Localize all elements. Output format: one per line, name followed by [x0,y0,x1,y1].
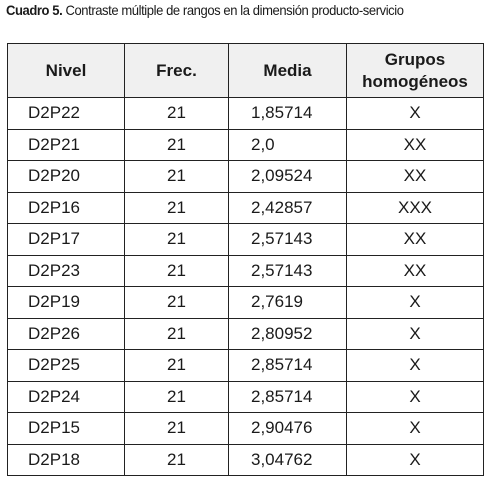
cell-media: 1,85714 [228,97,347,130]
header-row: Nivel Frec. Media Grupos homogéneos [7,43,484,98]
cell-frec: 21 [124,97,229,130]
table-row: D2P22 21 1,85714 X [7,97,484,130]
cell-grupos: X [346,349,484,382]
cell-grupos: XXX [346,191,484,224]
cell-grupos: X [346,443,484,476]
cell-nivel: D2P22 [7,97,125,130]
cell-grupos: X [346,380,484,413]
table-row: D2P19 21 2,7619 X [7,286,484,319]
cell-media: 2,80952 [228,317,347,350]
cell-nivel: D2P25 [7,349,125,382]
cell-frec: 21 [124,317,229,350]
table-row: D2P18 21 3,04762 X [7,443,484,476]
cell-nivel: D2P16 [7,191,125,224]
caption-text: Contraste múltiple de rangos en la dimen… [65,2,404,18]
cell-frec: 21 [124,191,229,224]
cell-frec: 21 [124,412,229,445]
header-grupos: Grupos homogéneos [346,43,484,98]
cell-nivel: D2P21 [7,128,125,161]
header-grupos-line2: homogéneos [362,71,468,91]
table-body: D2P22 21 1,85714 X D2P21 21 2,0 XX D2P20… [7,97,484,476]
cell-frec: 21 [124,286,229,319]
cell-nivel: D2P19 [7,286,125,319]
cell-frec: 21 [124,349,229,382]
table-row: D2P24 21 2,85714 X [7,380,484,413]
cell-grupos: XX [346,128,484,161]
cell-grupos: XX [346,254,484,287]
cell-media: 2,7619 [228,286,347,319]
cell-media: 2,57143 [228,223,347,256]
cell-nivel: D2P15 [7,412,125,445]
cell-media: 2,85714 [228,380,347,413]
caption-lead: Cuadro 5. [6,2,63,18]
table-row: D2P25 21 2,85714 X [7,349,484,382]
cell-frec: 21 [124,380,229,413]
cell-nivel: D2P18 [7,443,125,476]
cell-grupos: X [346,97,484,130]
cell-media: 3,04762 [228,443,347,476]
cell-media: 2,57143 [228,254,347,287]
header-grupos-line1: Grupos [384,49,446,69]
cell-media: 2,85714 [228,349,347,382]
cell-grupos: XX [346,223,484,256]
header-nivel: Nivel [7,43,125,98]
table-row: D2P17 21 2,57143 XX [7,223,484,256]
cell-nivel: D2P23 [7,254,125,287]
table-caption: Cuadro 5. Contraste múltiple de rangos e… [6,2,451,19]
header-media: Media [228,43,347,98]
cell-grupos: X [346,286,484,319]
cell-nivel: D2P17 [7,223,125,256]
cell-frec: 21 [124,128,229,161]
table-row: D2P21 21 2,0 XX [7,128,484,161]
cell-grupos: XX [346,160,484,193]
cell-media: 2,0 [228,128,347,161]
cell-frec: 21 [124,254,229,287]
cell-frec: 21 [124,160,229,193]
cell-media: 2,42857 [228,191,347,224]
table-row: D2P23 21 2,57143 XX [7,254,484,287]
cell-frec: 21 [124,443,229,476]
cell-nivel: D2P26 [7,317,125,350]
cell-grupos: X [346,412,484,445]
cell-grupos: X [346,317,484,350]
cell-media: 2,09524 [228,160,347,193]
table-row: D2P15 21 2,90476 X [7,412,484,445]
ranges-table: Nivel Frec. Media Grupos homogéneos D2P2… [7,43,484,476]
table-row: D2P16 21 2,42857 XXX [7,191,484,224]
table-row: D2P26 21 2,80952 X [7,317,484,350]
cell-frec: 21 [124,223,229,256]
cell-nivel: D2P20 [7,160,125,193]
cell-nivel: D2P24 [7,380,125,413]
table-header: Nivel Frec. Media Grupos homogéneos [7,43,484,98]
cell-media: 2,90476 [228,412,347,445]
header-frec: Frec. [124,43,229,98]
table-row: D2P20 21 2,09524 XX [7,160,484,193]
